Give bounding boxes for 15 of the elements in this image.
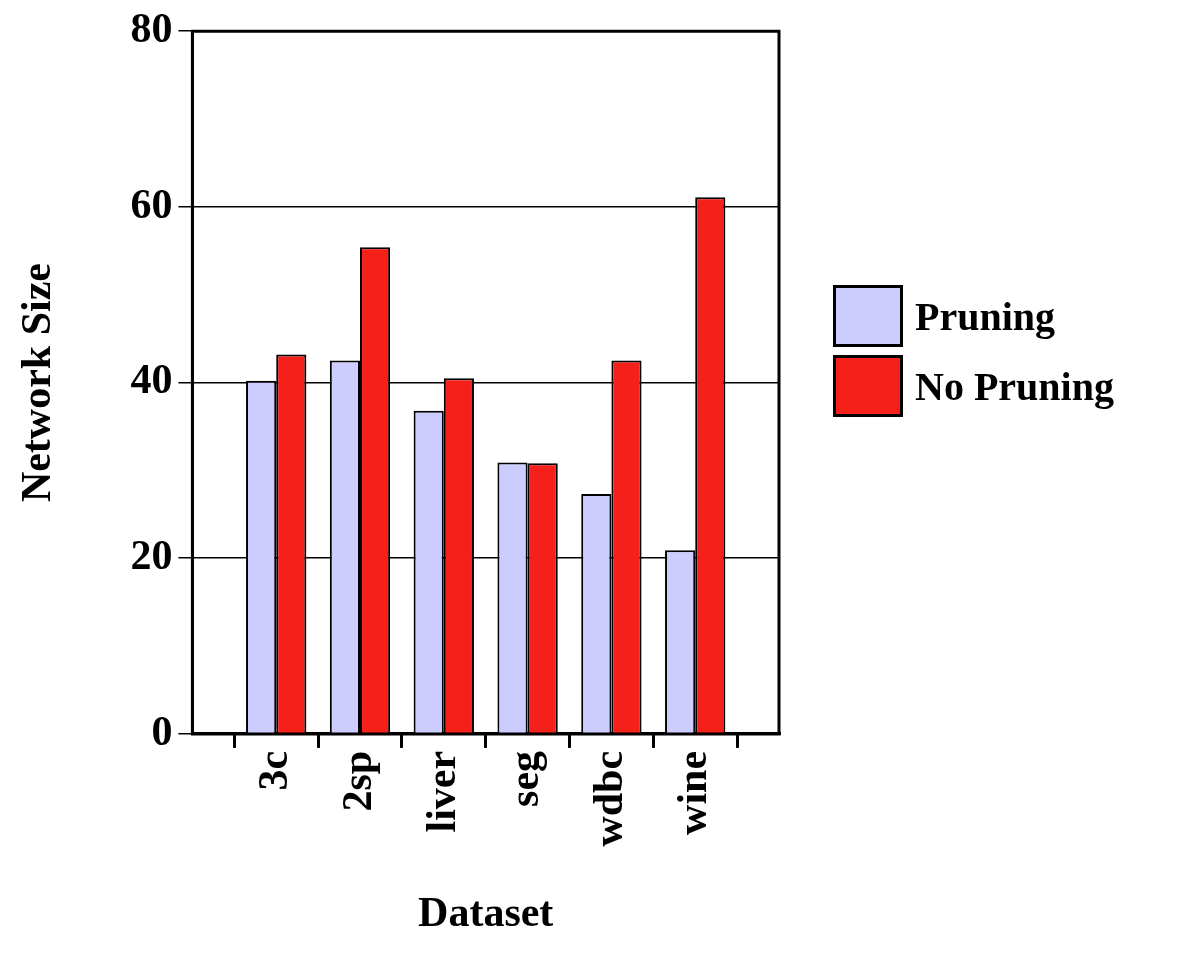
x-tick-label: 2sp	[333, 750, 380, 812]
x-tick-label: liver	[417, 750, 464, 833]
legend-label: Pruning	[915, 292, 1056, 340]
x-tick-label: 3c	[250, 750, 297, 791]
x-tick-label: wine	[669, 750, 716, 835]
y-tick-label: 40	[130, 356, 173, 403]
x-tick-label: seg	[501, 750, 548, 807]
y-tick-label: 0	[151, 707, 173, 754]
y-axis-title: Network Size	[13, 263, 60, 503]
y-tick-label: 80	[130, 5, 173, 52]
x-tick-label: wdbc	[585, 750, 632, 847]
x-axis-title: Dataset	[418, 888, 554, 935]
y-tick-label: 20	[130, 532, 173, 579]
legend-label: No Pruning	[915, 362, 1114, 410]
y-tick-label: 60	[130, 180, 173, 227]
